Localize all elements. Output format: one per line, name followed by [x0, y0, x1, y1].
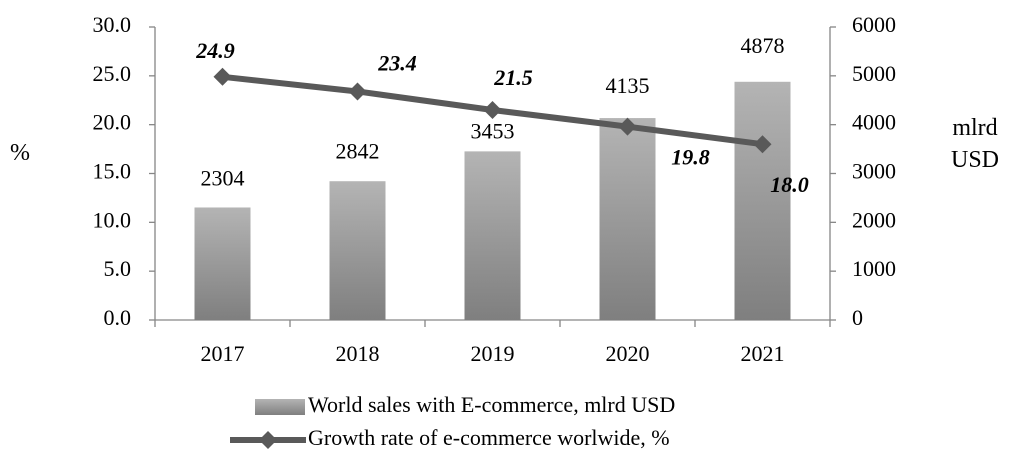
- bar: [734, 81, 791, 320]
- x-tick-label: 2020: [606, 341, 650, 366]
- line-marker: [483, 101, 502, 120]
- line-marker: [618, 117, 637, 136]
- bar-value-label: 2842: [336, 138, 380, 163]
- y2-tick-label: 4000: [852, 110, 896, 135]
- legend-label: Growth rate of e-commerce worlwide, %: [308, 425, 670, 450]
- legend-label: World sales with E-commerce, mlrd USD: [308, 392, 675, 417]
- line-marker: [753, 135, 772, 154]
- y2-axis-label: mlrd USD: [950, 115, 999, 173]
- y-tick-label: 5.0: [104, 256, 132, 281]
- line-marker: [213, 67, 232, 86]
- line-value-label: 24.9: [195, 38, 235, 63]
- x-tick-label: 2017: [201, 341, 245, 366]
- line-value-label: 19.8: [671, 145, 710, 170]
- y-tick-label: 30.0: [93, 12, 132, 37]
- y-tick-label: 10.0: [93, 207, 132, 232]
- bar: [194, 207, 251, 320]
- bar: [329, 181, 386, 320]
- bar-value-label: 4878: [741, 33, 785, 58]
- line-value-label: 18.0: [770, 172, 809, 197]
- x-tick-label: 2021: [741, 341, 785, 366]
- line-value-label: 23.4: [377, 51, 417, 76]
- y2-tick-label: 2000: [852, 207, 896, 232]
- y-tick-label: 20.0: [93, 110, 132, 135]
- y2-tick-label: 1000: [852, 256, 896, 281]
- line-value-label: 21.5: [493, 65, 533, 90]
- y-tick-label: 25.0: [93, 61, 132, 86]
- y2-tick-label: 6000: [852, 12, 896, 37]
- y-axis-label: %: [10, 140, 30, 166]
- y2-tick-label: 3000: [852, 159, 896, 184]
- y-tick-label: 0.0: [104, 305, 132, 330]
- y2-tick-label: 5000: [852, 61, 896, 86]
- x-tick-label: 2018: [336, 341, 380, 366]
- y2-tick-label: 0: [852, 305, 863, 330]
- x-tick-label: 2019: [471, 341, 515, 366]
- bar-value-label: 3453: [471, 118, 515, 143]
- bar-value-label: 4135: [606, 73, 650, 98]
- bar: [464, 151, 521, 320]
- y-tick-label: 15.0: [93, 159, 132, 184]
- bar: [599, 118, 656, 321]
- line-marker: [348, 82, 367, 101]
- bar-value-label: 2304: [201, 166, 245, 191]
- legend-swatch-marker: [259, 431, 277, 449]
- legend-swatch: [255, 399, 305, 415]
